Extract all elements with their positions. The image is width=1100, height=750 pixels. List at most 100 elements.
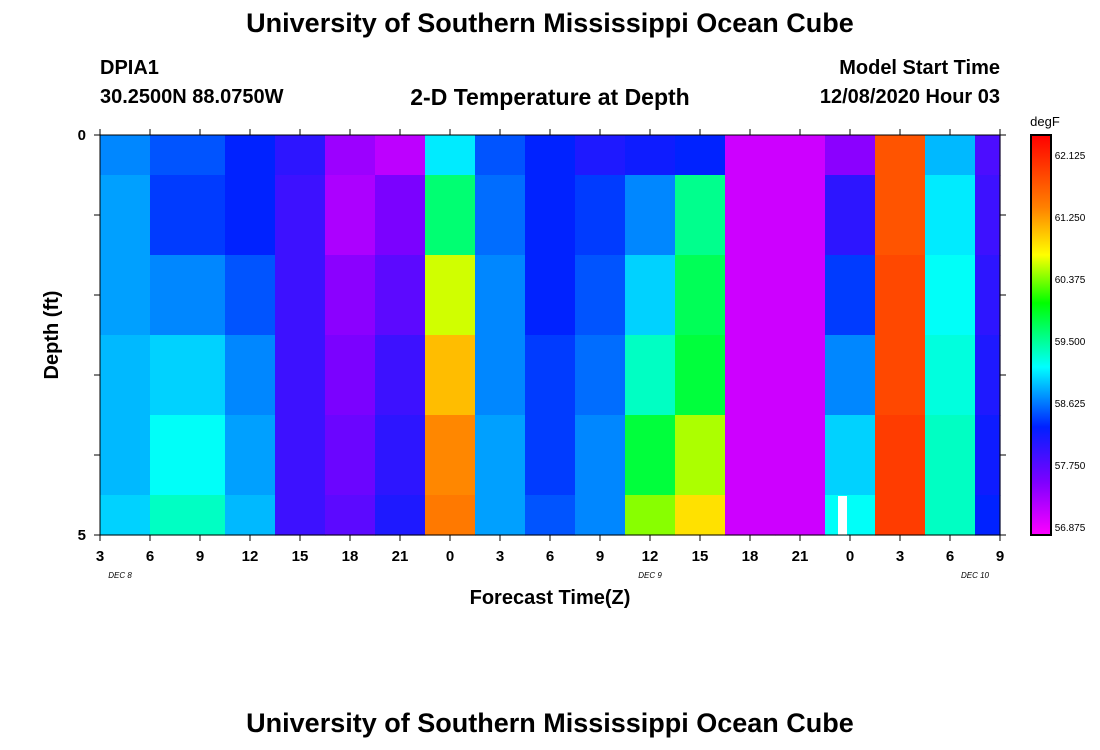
heatmap-cell [525,335,576,416]
x-tick-label: 9 [196,548,204,565]
heatmap-cell [475,335,526,416]
heatmap-cell [425,175,476,256]
heatmap-cell [225,255,276,336]
heatmap-cell [475,135,526,176]
y-axis-label: Depth (ft) [41,291,63,380]
heatmap-cell [150,175,226,256]
x-tick-label: 3 [896,548,904,565]
heatmap-cell [575,135,626,176]
heatmap-cell [925,335,976,416]
heatmap-cell [325,255,376,336]
heatmap-cell [275,495,326,536]
heatmap-cell [675,175,726,256]
heatmap-cell [675,135,726,176]
colorbar-tick-label: 58.625 [1055,399,1086,410]
heatmap-cell [275,255,326,336]
chart-subtitle: 2-D Temperature at Depth [410,84,690,110]
heatmap-cell [525,415,576,496]
x-tick-label: 21 [392,548,409,565]
heatmap-cell [775,495,826,536]
x-tick-label: 21 [792,548,809,565]
heatmap-cell [925,175,976,256]
heatmap-cell [725,135,776,176]
heatmap-cell [150,415,226,496]
heatmap-cell [275,415,326,496]
heatmap-cell [875,175,926,256]
colorbar-tick-label: 57.750 [1055,461,1086,472]
heatmap-cell [725,335,776,416]
footer-title: University of Southern Mississippi Ocean… [246,708,854,738]
colorbar-tick-label: 62.125 [1055,151,1086,162]
heatmap-cell [975,135,1001,176]
missing-data-cell [838,496,847,535]
heatmap-cell [975,415,1001,496]
heatmap-cell [875,335,926,416]
heatmap-cell [925,255,976,336]
x-tick-label: 9 [996,548,1004,565]
x-tick-label: 6 [946,548,954,565]
heatmap-cell [575,175,626,256]
x-tick-label: 6 [546,548,554,565]
x-tick-label: 18 [742,548,759,565]
heatmap-cell [725,495,776,536]
heatmap-cell [375,175,426,256]
heatmap-cell [925,415,976,496]
heatmap-cell [325,335,376,416]
heatmap-cell [225,135,276,176]
heatmap-cell [425,255,476,336]
x-tick-label: 0 [446,548,454,565]
heatmap-cell [525,255,576,336]
x-tick-label: 9 [596,548,604,565]
heatmap-cell [775,335,826,416]
heatmap-cell [425,135,476,176]
heatmap-cell [525,495,576,536]
x-tick-label: 3 [496,548,504,565]
y-tick-label: 5 [78,527,86,544]
station-coordinates: 30.2500N 88.0750W [100,86,284,108]
colorbar-tick-label: 61.250 [1055,213,1086,224]
heatmap-cell [675,495,726,536]
heatmap-cell [975,175,1001,256]
heatmap-cell [775,415,826,496]
model-start-label: Model Start Time [839,57,1000,79]
heatmap-cell [775,135,826,176]
heatmap-cell [525,175,576,256]
heatmap-cell [675,335,726,416]
heatmap-cell [825,415,876,496]
heatmap-cell [625,255,676,336]
day-label: DEC 10 [961,571,990,580]
heatmap-cell [975,495,1001,536]
heatmap-cell [375,415,426,496]
heatmap-cell [675,255,726,336]
heatmap-cell [825,135,876,176]
heatmap-cell [375,255,426,336]
x-tick-label: 12 [642,548,659,565]
heatmap-cell [725,255,776,336]
heatmap-cell [150,335,226,416]
heatmap-cell [825,255,876,336]
heatmap-cell [475,175,526,256]
heatmap-cell [675,415,726,496]
heatmap-cell [575,415,626,496]
heatmap-cell [275,175,326,256]
heatmap-cell [775,175,826,256]
heatmap-cell [625,495,676,536]
x-tick-label: 6 [146,548,154,565]
heatmap-cell [875,135,926,176]
heatmap-cell [325,175,376,256]
heatmap-cell [975,335,1001,416]
heatmap-cell [575,255,626,336]
x-tick-label: 15 [692,548,709,565]
heatmap-cell [875,495,926,536]
heatmap-cell [100,175,151,256]
heatmap-cell [275,135,326,176]
colorbar-tick-label: 59.500 [1055,337,1086,348]
heatmap-cell [100,255,151,336]
heatmap-cell [475,255,526,336]
day-label: DEC 8 [108,571,132,580]
heatmap-cell [725,175,776,256]
heatmap-cell [150,495,226,536]
heatmap-cell [875,415,926,496]
heatmap-cell [325,415,376,496]
